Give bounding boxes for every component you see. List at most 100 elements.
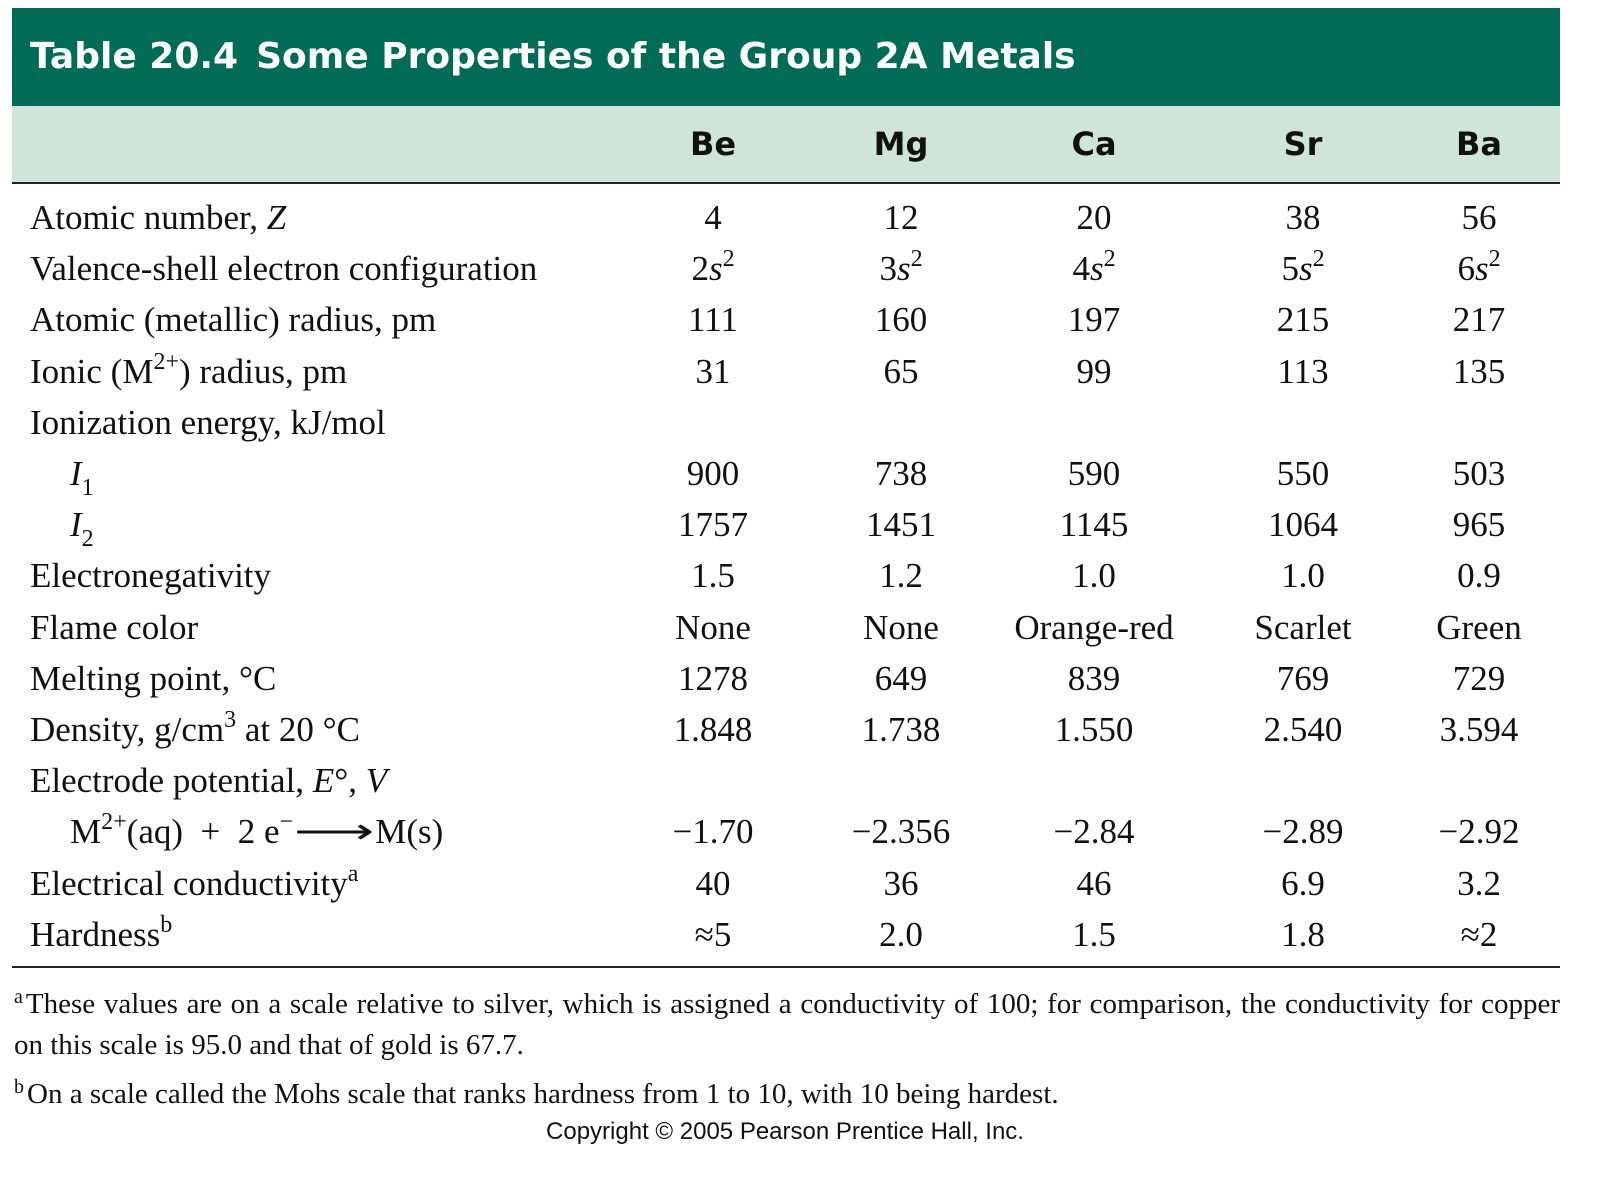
cell: 839 [1067,658,1121,698]
column-header: Ba [1456,125,1502,163]
footnote: a These values are on a scale relative to… [14,984,1560,1066]
label-text: E [312,761,335,801]
label-text: Electrode potential, [30,761,313,801]
cell: 4 [704,198,722,237]
table-row: Atomic number, Z 4 12 20 38 56 [0,192,1600,243]
cell: 1.0 [1072,556,1116,596]
cell-sup: 2 [1103,246,1116,273]
cell: 1.8 [1281,914,1325,954]
row-label: I2 [70,499,94,553]
table-number: Table 20.4 [30,36,239,77]
label-sup: − [279,809,294,836]
label-text: Hardness [30,914,161,954]
table-row: Ionization energy, kJ/mol [0,397,1600,448]
label-text: Z [266,198,287,237]
table-row: Flame color None None Orange-red Scarlet Gree… [0,602,1600,653]
cell: ≈2 [1460,914,1498,954]
label-text: at 20 °C [236,710,360,749]
cell: 111 [688,300,738,340]
cell-sup: 2 [910,246,923,273]
label-text: °, [334,761,366,801]
cell-text: 3 [879,249,897,289]
label-text: ) radius, pm [179,351,348,391]
cell: 2.0 [879,914,923,954]
column-header-band [12,106,1560,184]
cell: −2.356 [851,812,951,852]
cell: Orange-red [1014,607,1174,647]
cell: 135 [1452,351,1506,391]
label-text: M(s) [375,812,444,852]
label-sup: a [347,860,359,887]
footnote-rule [12,966,1560,968]
copyright: Copyright © 2005 Pearson Prentice Hall, … [546,1118,1024,1145]
row-label: Flame color [30,607,199,647]
cell: 1.848 [673,710,753,749]
cell: 900 [686,454,740,493]
cell: 65 [883,351,919,391]
cell: 160 [874,300,928,340]
cell-sup: 2 [722,246,735,273]
cell: 38 [1285,198,1321,237]
footnote-mark: b [14,1076,24,1098]
table-row: Electrical conductivitya 40 36 46 6.9 3.2 [0,858,1600,909]
cell: 1278 [678,658,748,698]
cell: 197 [1067,300,1121,340]
label-sup: 2+ [153,348,179,375]
cell-text: s [1089,249,1104,289]
cell: 0.9 [1457,556,1501,596]
row-label: Hardnessb [30,909,172,960]
table-row: I2 1757 1451 1145 1064 965 [0,499,1600,553]
cell: 6.9 [1281,863,1325,903]
cell: 1064 [1268,505,1338,545]
cell: 738 [874,454,928,493]
label-sup: b [160,911,173,938]
row-label: Electronegativity [30,556,272,596]
label-text: I [70,454,82,493]
row-label: Density, g/cm3 at 20 °C [30,704,360,755]
label-text: I [70,505,82,545]
cell: 40 [695,863,731,903]
column-header: Mg [873,125,929,163]
label-sub: 1 [81,475,94,501]
label-text: Density, g/cm [30,710,225,749]
label-sub: 2 [81,526,94,553]
label-text: Ionic (M [30,351,154,391]
cell: 965 [1452,505,1506,545]
cell: 31 [695,351,731,391]
cell-text: 6 [1457,249,1475,289]
cell-text: 5 [1281,249,1299,289]
cell: 503 [1452,454,1506,493]
cell-sup: 2 [1488,246,1501,273]
cell: 3s2 [791,243,1011,294]
label-sup: 2+ [101,809,127,836]
table-row: M2+(aq) + 2 e−⟶M(s) −1.70 −2.356 −2.84 −2.89… [0,806,1600,857]
cell: Green [1436,607,1522,647]
cell-text: s [1474,249,1489,289]
cell-text: s [708,249,723,289]
table-row: Hardnessb ≈5 2.0 1.5 1.8 ≈2 [0,909,1600,960]
cell: 1.2 [879,556,923,596]
cell: 2.540 [1263,710,1343,749]
cell: Scarlet [1254,607,1352,647]
cell: 20 [1076,198,1112,237]
cell-text: 2 [691,249,709,289]
cell: 2s2 [603,243,823,294]
cell: 3.594 [1439,710,1519,749]
reaction-arrow: ⟶ [294,812,375,852]
table-row: Melting point, °C 1278 649 839 769 729 [0,653,1600,704]
cell: −2.92 [1438,812,1520,852]
cell-text: 4 [1072,249,1090,289]
cell: 1.5 [1072,914,1116,954]
label-text: V [365,761,388,801]
cell-text: s [1298,249,1313,289]
cell: 215 [1276,300,1330,340]
label-text: Electrical conductivity [30,863,348,903]
cell: 6s2 [1369,243,1589,294]
cell-sup: 2 [1312,246,1325,273]
row-label: Ionization energy, kJ/mol [30,402,386,442]
cell: 550 [1276,454,1330,493]
cell: 217 [1452,300,1506,340]
cell: 56 [1461,198,1497,237]
cell: −1.70 [672,812,754,852]
